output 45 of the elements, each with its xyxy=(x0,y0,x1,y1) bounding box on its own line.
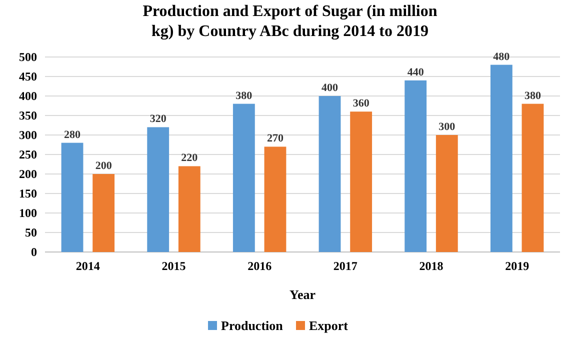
bar xyxy=(92,174,115,252)
data-label: 270 xyxy=(266,132,284,145)
y-tick-label: 150 xyxy=(19,186,37,201)
y-tick-label: 350 xyxy=(19,108,37,123)
data-label: 300 xyxy=(438,121,456,133)
y-tick-label: 400 xyxy=(19,89,37,104)
x-tick-label: 2014 xyxy=(76,259,100,273)
legend-label: Export xyxy=(309,318,349,333)
bar xyxy=(264,146,286,252)
chart-title: Production and Export of Sugar (in million kg) by Country ABc during 2014 to 2019 xyxy=(142,3,438,40)
bar xyxy=(61,142,84,252)
y-tick-label: 0 xyxy=(31,245,37,260)
data-label: 380 xyxy=(236,90,253,102)
y-tick-label: 500 xyxy=(19,50,37,64)
legend-label: Production xyxy=(221,318,284,333)
y-tick-label: 300 xyxy=(19,128,37,142)
bar xyxy=(350,112,372,252)
data-label: 440 xyxy=(407,66,424,78)
bar xyxy=(178,166,200,252)
y-tick-label: 50 xyxy=(25,226,37,240)
bar xyxy=(232,104,255,252)
bar xyxy=(436,135,458,252)
x-tick-label: 2019 xyxy=(505,259,530,273)
data-label: 380 xyxy=(524,90,542,102)
y-tick-label: 200 xyxy=(19,167,37,182)
y-tick-label: 100 xyxy=(19,206,37,220)
y-tick-label: 450 xyxy=(19,70,37,84)
data-label: 360 xyxy=(352,98,370,110)
bar xyxy=(522,104,544,252)
x-tick-label: 2017 xyxy=(333,259,358,273)
data-label: 320 xyxy=(150,113,167,126)
x-tick-label: 2015 xyxy=(162,259,186,273)
bar xyxy=(490,64,512,252)
x-tick-label: 2016 xyxy=(248,259,272,273)
x-axis-title: Year xyxy=(290,287,316,302)
bar xyxy=(404,80,427,252)
y-tick-label: 250 xyxy=(19,148,37,162)
x-tick-label: 2018 xyxy=(419,259,444,273)
data-label: 400 xyxy=(322,82,339,94)
data-label: 280 xyxy=(64,128,82,141)
bar xyxy=(147,127,170,252)
data-label: 220 xyxy=(181,152,198,164)
data-label: 480 xyxy=(493,50,510,63)
bar xyxy=(318,96,341,252)
data-label: 200 xyxy=(95,160,112,172)
